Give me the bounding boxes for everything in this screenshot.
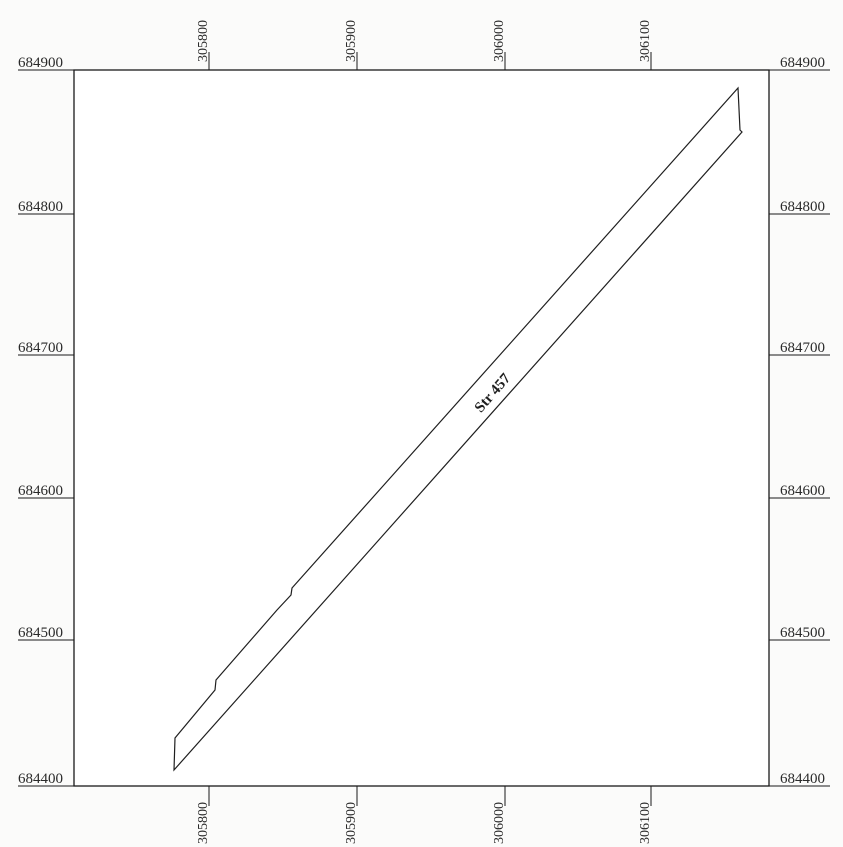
left-tick-label: 684500 [18,625,63,641]
parcel-outline[interactable] [173,86,743,772]
bottom-tick-label: 306000 [492,802,507,844]
top-tick-label: 305800 [196,20,211,62]
left-tick-label: 684800 [18,199,63,215]
bottom-tick-label: 305900 [344,802,359,844]
bottom-axis: 305800 305900 306000 306100 [196,786,653,844]
top-tick-label: 305900 [344,20,359,62]
left-axis: 684900 684800 684700 684600 684500 68440… [18,55,74,787]
right-tick-label: 684900 [780,55,825,71]
map-frame [73,69,770,787]
top-tick-label: 306000 [492,20,507,62]
left-tick-label: 684900 [18,55,63,71]
top-axis: 305800 305900 306000 306100 [196,20,653,70]
left-tick-label: 684600 [18,483,63,499]
left-tick-label: 684400 [18,771,63,787]
right-tick-label: 684700 [780,340,825,356]
bottom-tick-label: 305800 [196,802,211,844]
right-tick-label: 684400 [780,771,825,787]
right-tick-label: 684600 [780,483,825,499]
top-tick-label: 306100 [638,20,653,62]
right-tick-label: 684800 [780,199,825,215]
right-tick-label: 684500 [780,625,825,641]
bottom-tick-label: 306100 [638,802,653,844]
left-tick-label: 684700 [18,340,63,356]
right-axis: 684900 684800 684700 684600 684500 68440… [769,55,830,787]
